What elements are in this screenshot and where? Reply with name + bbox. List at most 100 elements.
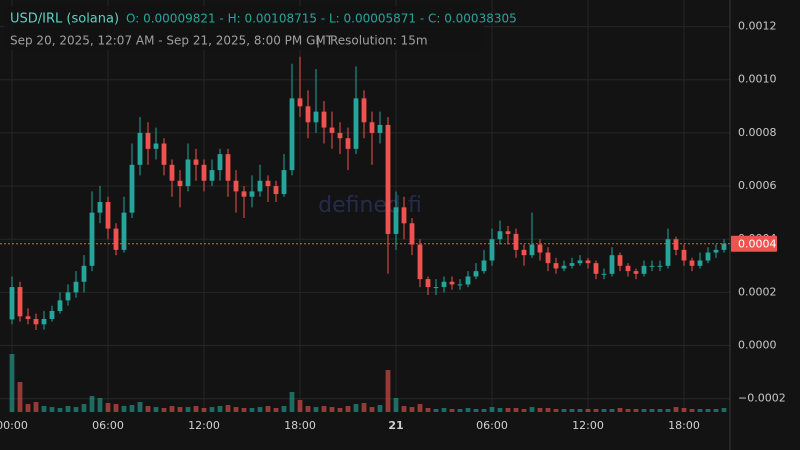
x-tick-label: 18:00 — [284, 419, 316, 432]
candle-body — [193, 159, 199, 165]
volume-bar — [529, 407, 535, 412]
volume-bar — [721, 408, 727, 412]
volume-bar — [281, 406, 287, 412]
candle-body — [537, 244, 543, 253]
candle-body — [369, 122, 375, 133]
volume-bar — [465, 408, 471, 412]
volume-bar — [233, 407, 239, 412]
volume-bar — [49, 407, 55, 412]
volume-bar — [25, 404, 31, 412]
volume-bar — [505, 408, 511, 412]
volume-bar — [425, 408, 431, 412]
volume-bar — [385, 370, 391, 412]
candle-layer — [9, 56, 727, 330]
candle-body — [425, 279, 431, 288]
volume-bar — [433, 409, 439, 412]
candle-body — [65, 292, 71, 301]
candle-body — [81, 265, 87, 282]
volume-bar — [273, 408, 279, 412]
candle-body — [121, 212, 127, 250]
header-title: USD/IRL (solana) — [10, 12, 119, 27]
volume-bar — [513, 408, 519, 412]
volume-bar — [569, 409, 575, 412]
volume-bar — [225, 405, 231, 412]
candle-body — [9, 287, 15, 320]
volume-bar — [41, 406, 47, 412]
candle-body — [73, 281, 79, 293]
y-tick-label: 0.0010 — [738, 73, 777, 86]
candle-body — [409, 223, 415, 245]
y-tick-label: 0.0000 — [738, 339, 777, 352]
candle-body — [33, 318, 39, 325]
volume-bar — [369, 407, 375, 412]
y-tick-label: 0.0006 — [738, 179, 777, 192]
volume-bar — [81, 404, 87, 412]
candle-body — [441, 281, 447, 288]
volume-bar — [129, 405, 135, 412]
volume-bar — [665, 409, 671, 412]
volume-bar — [545, 408, 551, 412]
volume-bar — [33, 402, 39, 412]
volume-bar — [353, 404, 359, 412]
candle-body — [17, 287, 23, 317]
volume-bar — [553, 409, 559, 412]
volume-bar — [441, 408, 447, 412]
volume-bar — [633, 409, 639, 412]
volume-bar — [305, 406, 311, 412]
candle-body — [633, 271, 639, 274]
last-price-box — [731, 235, 777, 252]
candle-body — [289, 98, 295, 171]
candle-body — [257, 180, 263, 192]
candle-body — [281, 170, 287, 195]
volume-bar — [449, 409, 455, 412]
volume-bar — [209, 407, 215, 412]
candle-body — [201, 164, 207, 181]
candle-body — [161, 143, 167, 165]
candle-body — [393, 207, 399, 234]
volume-bar — [537, 408, 543, 412]
volume-bar — [65, 406, 71, 412]
volume-bar — [217, 406, 223, 412]
candle-body — [553, 263, 559, 269]
y-tick-label: −0.0002 — [738, 392, 786, 405]
candle-body — [649, 265, 655, 267]
candle-body — [473, 271, 479, 277]
candle-body — [585, 260, 591, 264]
candle-body — [377, 124, 383, 133]
candle-body — [681, 249, 687, 261]
volume-bar — [489, 407, 495, 412]
candle-body — [545, 252, 551, 264]
header-range: Sep 20, 2025, 12:07 AM - Sep 21, 2025, 8… — [10, 34, 334, 48]
volume-bar — [321, 406, 327, 412]
candle-body — [625, 265, 631, 272]
candle-body — [89, 212, 95, 266]
x-tick-label: 00:00 — [0, 419, 28, 432]
candle-body — [713, 249, 719, 253]
volume-bar — [497, 408, 503, 412]
candle-body — [217, 154, 223, 171]
volume-bar — [625, 409, 631, 412]
volume-bar — [521, 409, 527, 412]
candle-body — [97, 202, 103, 213]
candle-body — [177, 180, 183, 187]
candle-body — [209, 170, 215, 181]
volume-bar — [377, 405, 383, 412]
candle-body — [689, 260, 695, 266]
candle-body — [265, 180, 271, 187]
volume-bar — [193, 406, 199, 412]
volume-bar — [673, 407, 679, 412]
volume-bar — [57, 408, 63, 412]
candle-body — [313, 111, 319, 123]
header-separator: | — [316, 34, 320, 48]
candle-body — [697, 260, 703, 266]
last-price-label: 0.0004 — [738, 238, 777, 251]
candle-body — [305, 106, 311, 123]
candle-body — [249, 191, 255, 197]
volume-bar — [649, 409, 655, 412]
volume-bar — [113, 404, 119, 412]
candle-body — [225, 154, 231, 181]
volume-bar — [297, 400, 303, 412]
candle-body — [297, 98, 303, 107]
